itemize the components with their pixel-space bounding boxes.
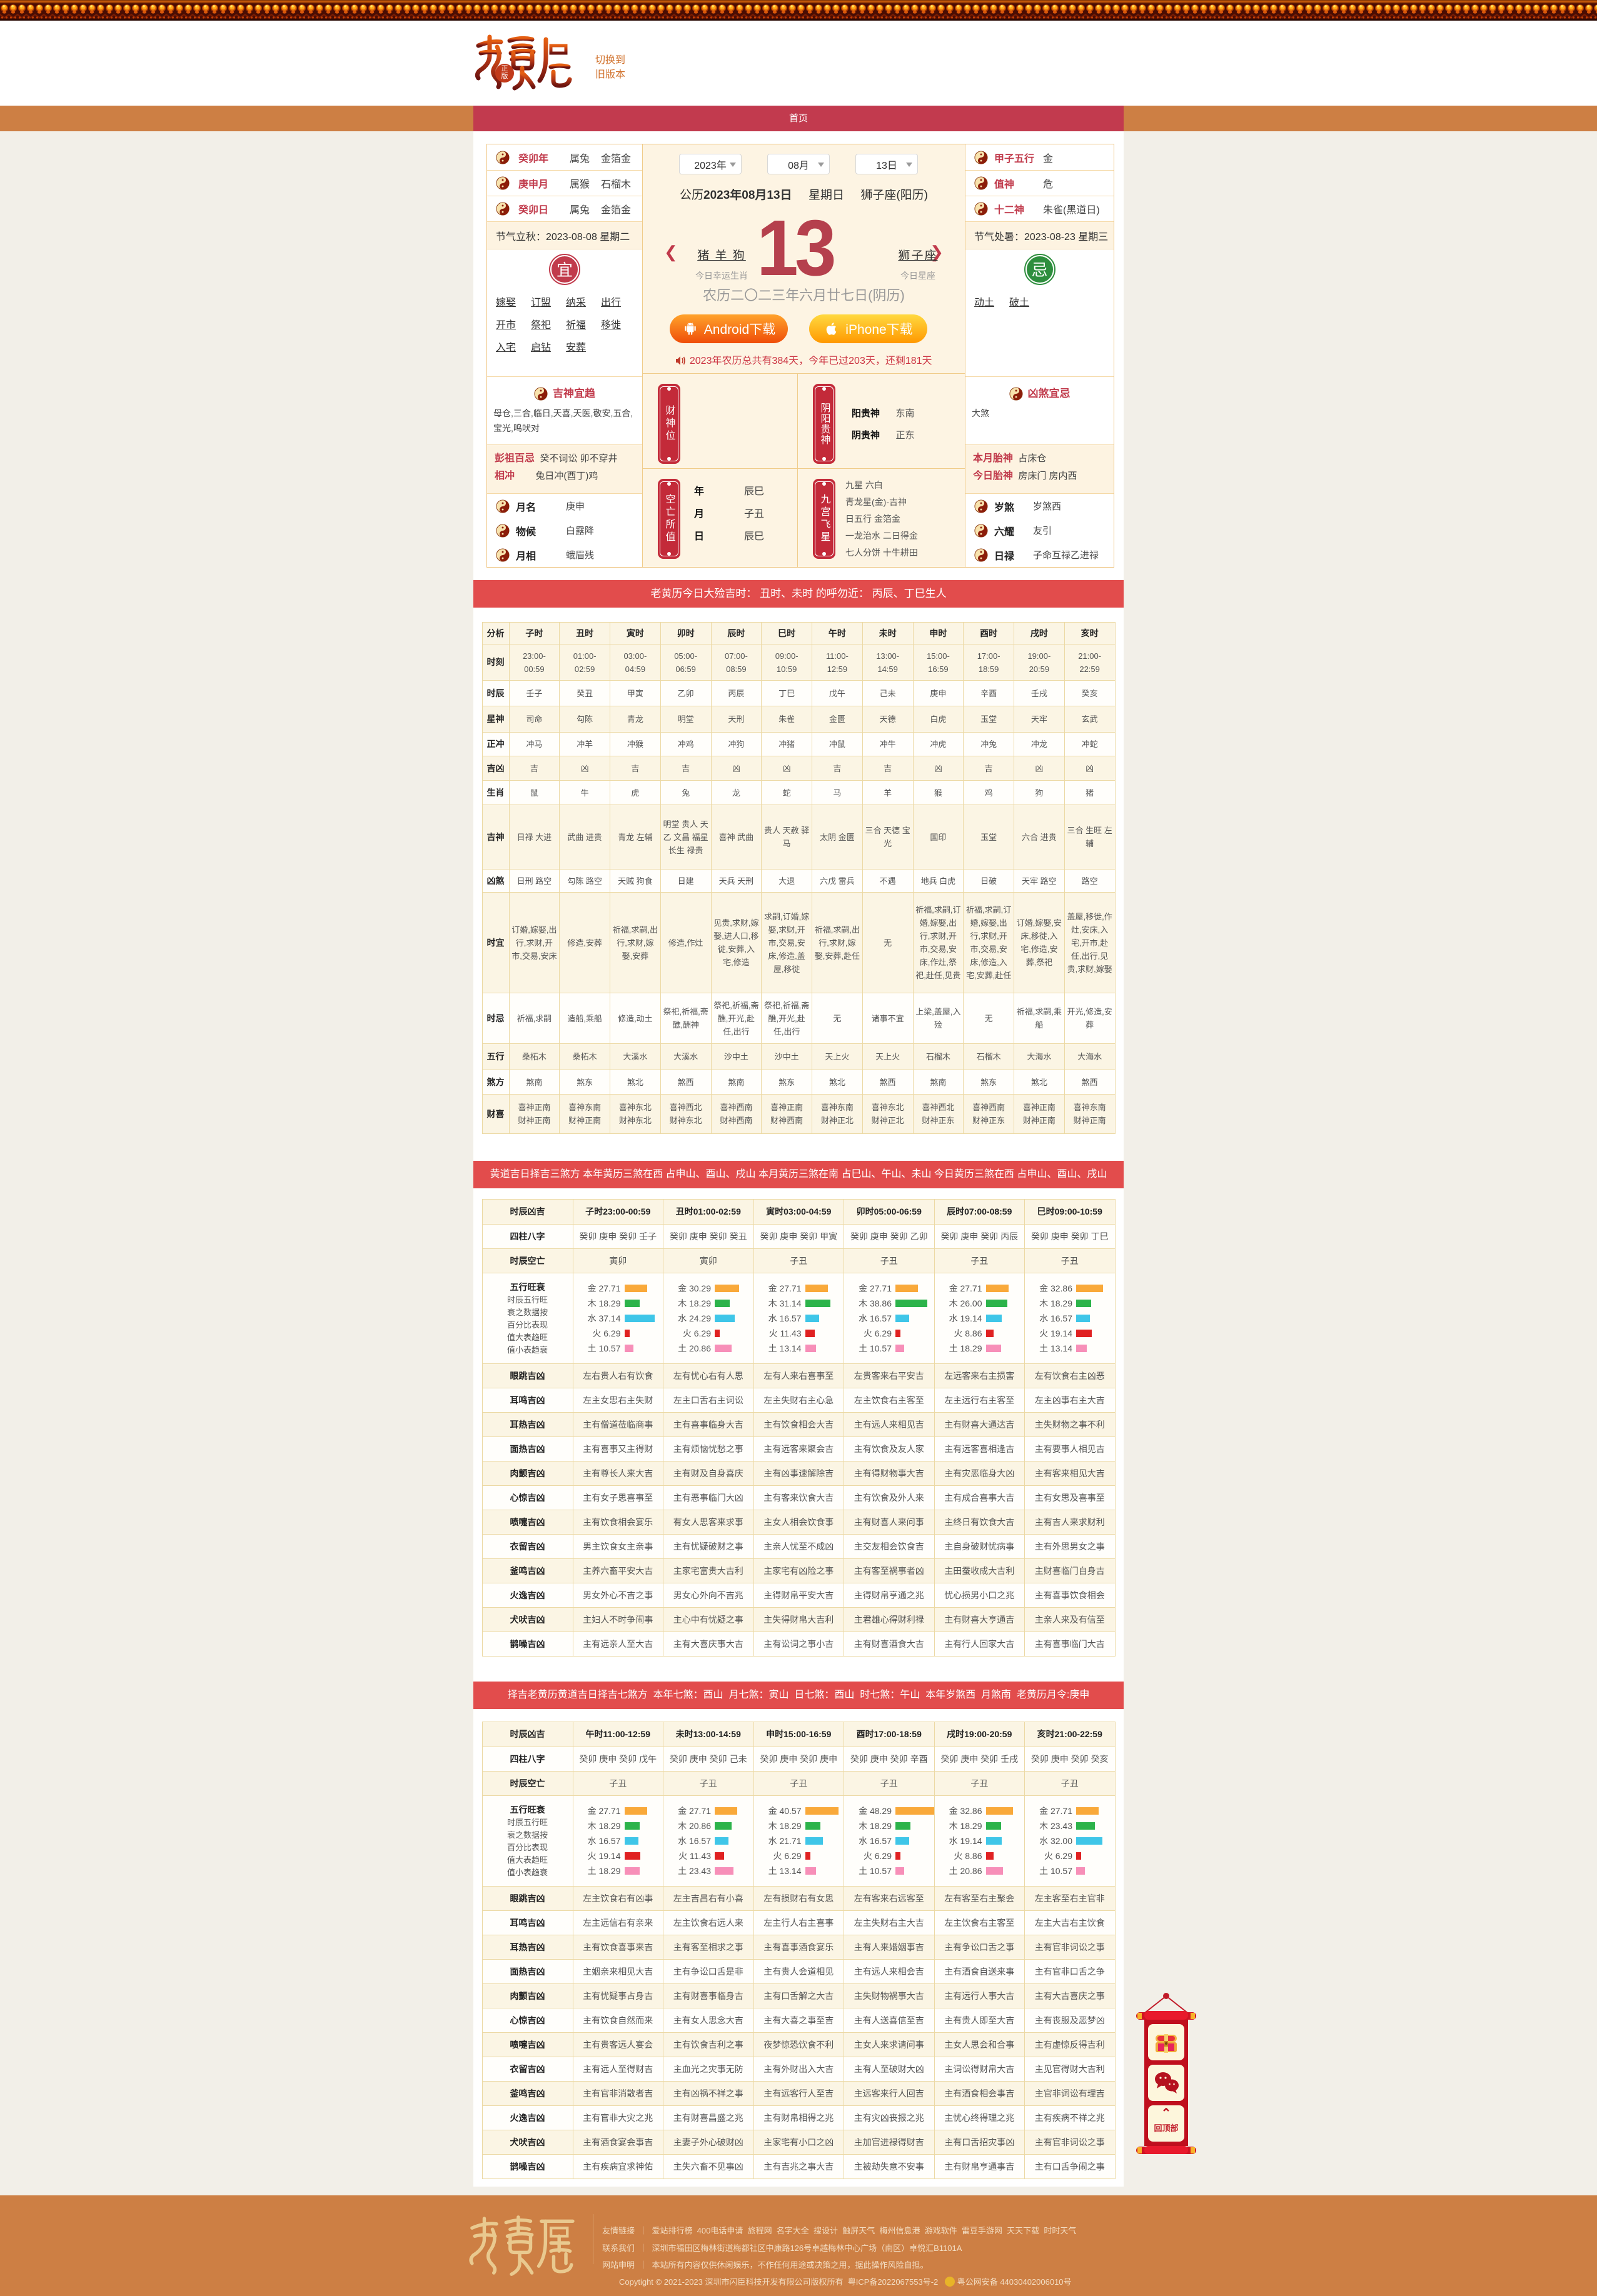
svg-text:正: 正 (501, 65, 508, 73)
svg-text:版: 版 (501, 71, 508, 80)
